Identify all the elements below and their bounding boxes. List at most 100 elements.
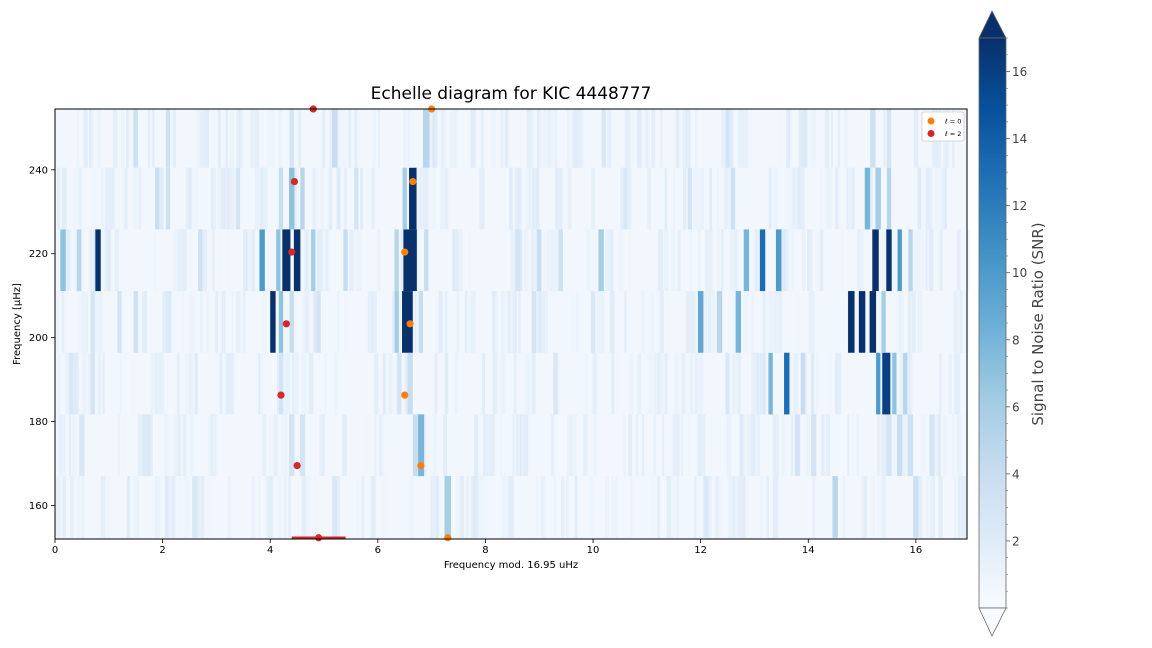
noise-band xyxy=(795,291,800,353)
noise-band xyxy=(685,414,691,477)
noise-band xyxy=(760,352,763,415)
noise-band xyxy=(371,476,376,538)
noise-band xyxy=(535,291,540,353)
noise-band xyxy=(651,109,656,168)
noise-band xyxy=(846,109,849,168)
snr-peak xyxy=(892,352,897,415)
noise-band xyxy=(955,352,961,415)
noise-band xyxy=(471,109,476,168)
snr-peak xyxy=(133,291,138,353)
noise-band xyxy=(133,167,138,230)
noise-band xyxy=(861,229,864,292)
noise-band xyxy=(694,476,697,538)
noise-band xyxy=(215,291,219,353)
l0-marker xyxy=(401,248,409,256)
noise-band xyxy=(139,414,142,477)
snr-peak xyxy=(418,291,424,353)
snr-peak xyxy=(293,229,301,292)
noise-band xyxy=(653,414,656,477)
noise-band xyxy=(719,476,723,538)
noise-band xyxy=(235,291,241,353)
noise-band xyxy=(293,167,298,230)
noise-band xyxy=(646,291,651,353)
noise-band xyxy=(721,109,727,168)
l2-marker xyxy=(290,177,299,186)
noise-band xyxy=(251,476,256,538)
noise-band xyxy=(645,109,651,168)
noise-band xyxy=(81,476,85,538)
noise-band xyxy=(474,414,479,477)
noise-band xyxy=(697,229,701,292)
snr-peak xyxy=(117,291,122,353)
noise-band xyxy=(418,167,423,230)
noise-band xyxy=(707,229,712,292)
noise-band xyxy=(452,229,455,292)
noise-band xyxy=(76,352,80,415)
noise-band xyxy=(479,352,484,415)
noise-band xyxy=(55,291,60,353)
snr-peak xyxy=(725,352,730,415)
noise-band xyxy=(261,414,266,477)
noise-band xyxy=(509,476,514,538)
noise-band xyxy=(768,291,773,353)
noise-band xyxy=(212,167,217,230)
noise-band xyxy=(941,167,945,230)
noise-band xyxy=(743,109,749,168)
noise-band xyxy=(547,229,552,292)
noise-band xyxy=(812,476,816,538)
noise-band xyxy=(329,167,333,230)
noise-band xyxy=(230,167,235,230)
noise-band xyxy=(495,291,498,353)
noise-band xyxy=(555,167,560,230)
noise-band xyxy=(304,229,309,292)
colorbar-tick-label: 8 xyxy=(1012,333,1020,347)
noise-band xyxy=(105,167,108,230)
noise-band xyxy=(130,352,136,415)
snr-peak xyxy=(282,229,291,292)
noise-band xyxy=(932,476,936,538)
noise-band xyxy=(953,476,957,538)
noise-band xyxy=(837,109,841,168)
noise-band xyxy=(396,291,402,353)
noise-band xyxy=(611,476,614,538)
colorbar-tick-label: 6 xyxy=(1012,400,1020,414)
snr-peak xyxy=(444,476,452,538)
noise-band xyxy=(348,109,351,168)
noise-band xyxy=(930,476,933,538)
noise-band xyxy=(190,414,194,477)
noise-band xyxy=(523,352,529,415)
noise-band xyxy=(527,109,532,168)
noise-band xyxy=(200,291,203,353)
noise-band xyxy=(243,229,248,292)
mode-markers xyxy=(277,105,452,542)
noise-band xyxy=(255,352,259,415)
noise-band xyxy=(592,352,597,415)
noise-band xyxy=(465,291,468,353)
noise-band xyxy=(76,476,81,538)
noise-band xyxy=(830,109,834,168)
noise-band xyxy=(318,229,323,292)
noise-band xyxy=(799,352,802,415)
noise-band xyxy=(834,352,840,415)
noise-band xyxy=(166,291,170,353)
noise-band xyxy=(186,476,190,538)
noise-band xyxy=(282,414,287,477)
noise-band xyxy=(269,476,272,538)
noise-band xyxy=(682,109,687,168)
snr-peak xyxy=(278,291,284,353)
noise-band xyxy=(313,476,318,538)
noise-band xyxy=(117,167,121,230)
noise-band xyxy=(966,229,971,292)
noise-band xyxy=(440,167,445,230)
noise-band xyxy=(195,476,200,538)
colorbar-tick-label: 2 xyxy=(1012,534,1020,548)
noise-band xyxy=(77,291,82,353)
snr-peak xyxy=(537,229,542,292)
noise-band xyxy=(309,229,312,292)
noise-band xyxy=(653,352,659,415)
snr-peak xyxy=(703,476,709,538)
snr-peak xyxy=(876,352,881,415)
noise-band xyxy=(611,352,615,415)
noise-band xyxy=(693,167,697,230)
noise-band xyxy=(470,291,476,353)
